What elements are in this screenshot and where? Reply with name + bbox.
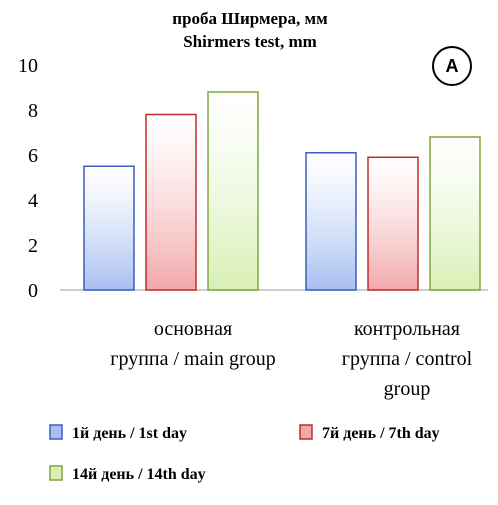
bar-series-1-category-1 (83, 165, 135, 291)
bar-series-3-category-2 (429, 136, 481, 291)
category-label: контрольная (354, 318, 460, 340)
y-axis-ticks: 0 2 4 6 8 10 (18, 55, 38, 302)
y-tick-label: 0 (28, 280, 38, 302)
panel-badge: A (432, 46, 472, 86)
legend-swatch (299, 424, 313, 440)
category-label: группа / main group (110, 348, 275, 370)
bar-series-1-category-2 (305, 152, 357, 291)
chart-subtitle: Shirmers test, mm (183, 32, 317, 51)
category-label: группа / control (342, 348, 473, 370)
y-tick-label: 10 (18, 55, 38, 77)
bars-group (83, 91, 481, 291)
badge-label: A (446, 56, 459, 76)
badge-circle (432, 46, 472, 86)
chart-title: проба Ширмера, мм (172, 9, 328, 28)
y-tick-label: 2 (28, 235, 38, 257)
legend-label: 1й день / 1st day (72, 425, 187, 442)
bar-series-2-category-1 (145, 113, 197, 291)
y-tick-label: 6 (28, 145, 38, 167)
category-label: group (384, 378, 431, 400)
y-tick-label: 8 (28, 100, 38, 122)
category-labels: основная группа / main group контрольная гр… (110, 318, 472, 400)
legend-swatch (49, 424, 63, 440)
legend-label: 7й день / 7th day (322, 425, 440, 442)
y-tick-label: 4 (28, 190, 38, 212)
legend-swatch (49, 465, 63, 481)
legend-label: 14й день / 14th day (72, 466, 206, 483)
bar-series-2-category-2 (367, 156, 419, 291)
bar-series-3-category-1 (207, 91, 259, 291)
legend: 1й день / 1st day 7й день / 7th day 14й де… (49, 424, 440, 483)
category-label: основная (154, 318, 232, 340)
